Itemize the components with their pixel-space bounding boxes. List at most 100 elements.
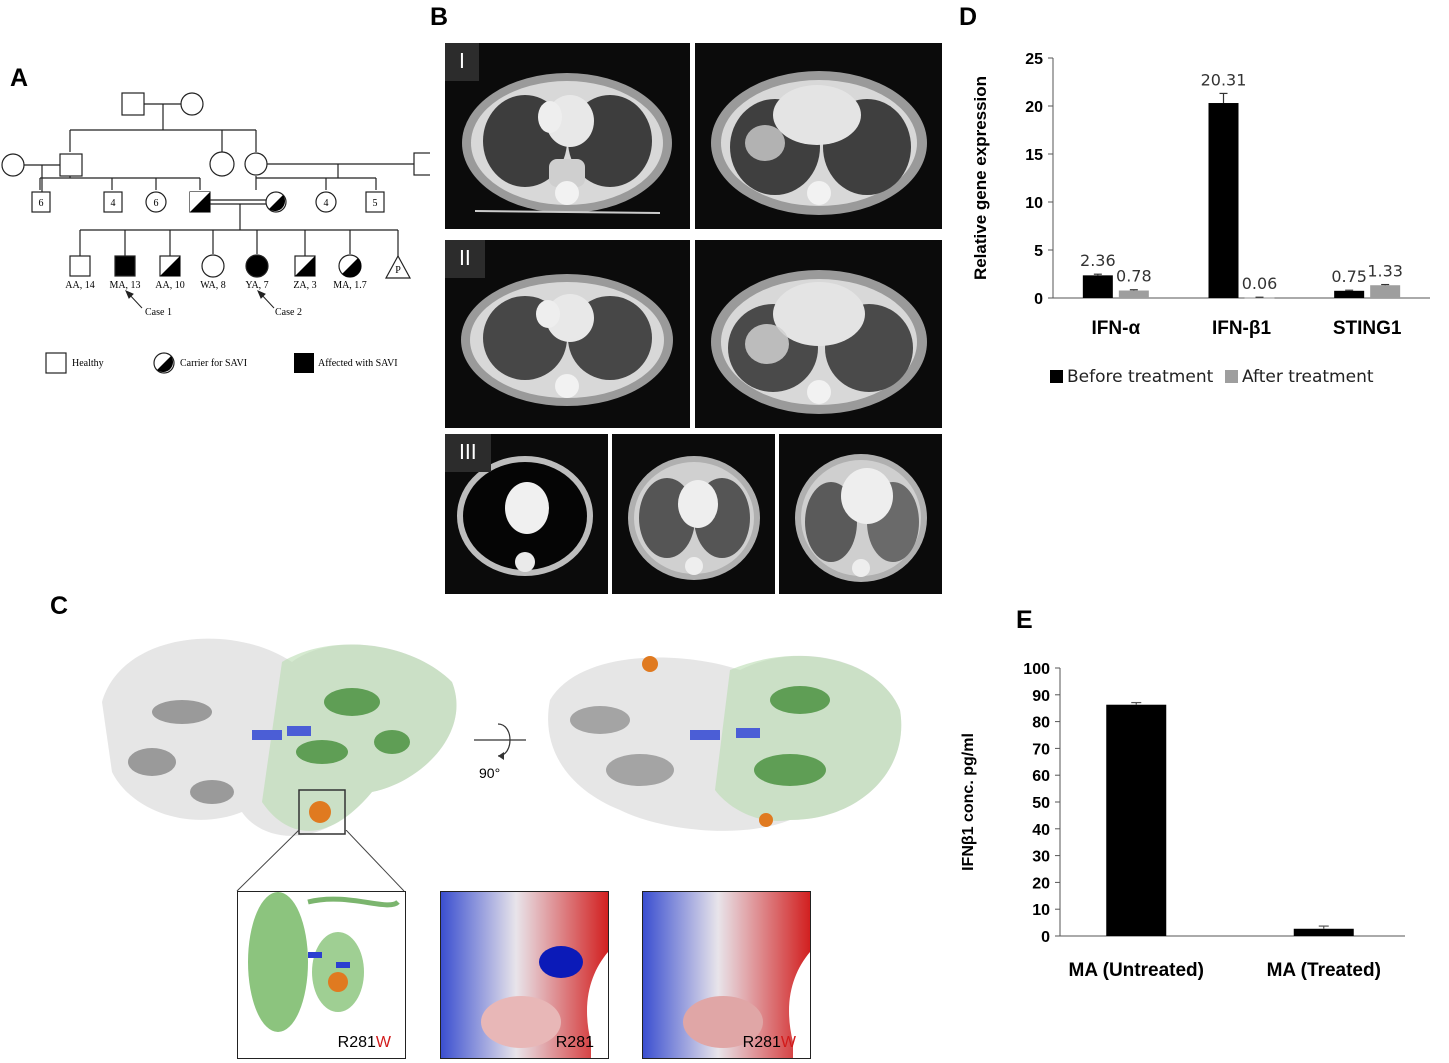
- y-tick-label: 20: [1025, 99, 1043, 116]
- ct-row-label-iii: III: [445, 434, 491, 472]
- pedigree-grandmother: [180, 92, 204, 116]
- legend-label: After treatment: [1242, 367, 1374, 387]
- protein-structure-side: [548, 655, 902, 831]
- legend-carrier-label: Carrier for SAVI: [180, 358, 247, 369]
- zoom-electrostatic-wildtype: R281: [440, 891, 609, 1059]
- pedigree-grandfather: [121, 92, 145, 116]
- pedigree-child-2: [114, 255, 136, 277]
- bar-before-2: [1334, 290, 1365, 298]
- pedigree-daughter: [209, 151, 235, 177]
- y-axis-label: IFNβ1 conc. pg/ml: [960, 733, 977, 871]
- ct-scan-iii-1: III: [445, 434, 608, 594]
- pedigree-child-label: MA, 13: [109, 280, 140, 291]
- panel-label-b: B: [430, 3, 449, 31]
- pedigree-child-label: ZA, 3: [293, 280, 316, 291]
- y-tick-label: 80: [1032, 715, 1050, 732]
- ct-row-label-ii: II: [445, 240, 485, 278]
- panel-label-a: A: [10, 64, 29, 92]
- pedigree-count-5: 5: [373, 198, 378, 209]
- bar-before-1: [1208, 103, 1239, 298]
- y-tick-label: 0: [1041, 929, 1050, 946]
- y-tick-label: 10: [1025, 195, 1043, 212]
- pedigree-count-1: 6: [39, 198, 44, 209]
- pedigree-chart: 6 4 6 4 5 P AA, 14 MA, 13 AA, 10 WA, 8 Y…: [1, 92, 430, 374]
- pedigree-son-left: [59, 153, 83, 177]
- bar-before-0: [1082, 275, 1113, 298]
- data-label: 20.31: [1201, 70, 1247, 89]
- bar-0: [1106, 704, 1167, 936]
- pedigree-pregnancy-label: P: [395, 265, 401, 276]
- pedigree-daughter-right: [244, 152, 268, 176]
- ct-scan-ii-right: [695, 240, 942, 428]
- legend-healthy-label: Healthy: [72, 358, 104, 369]
- pedigree-child-label: YA, 7: [245, 280, 268, 291]
- panel-label-e: E: [1016, 606, 1033, 634]
- legend-swatch: [1225, 370, 1238, 383]
- legend-affected-symbol: [294, 353, 314, 373]
- y-tick-label: 70: [1032, 741, 1050, 758]
- pedigree-child-label: WA, 8: [200, 280, 226, 291]
- legend-swatch: [1050, 370, 1063, 383]
- ct-scan-i-right: [695, 43, 942, 229]
- pedigree-child-1: [69, 255, 91, 277]
- y-tick-label: 15: [1025, 147, 1043, 164]
- data-label: 1.33: [1367, 262, 1403, 281]
- pedigree-count-2: 4: [111, 198, 116, 209]
- rotation-label: 90°: [479, 765, 501, 781]
- y-tick-label: 100: [1023, 661, 1050, 678]
- chart-ifnb1-concentration: 0 10 20 30 40 50 60 70 80 90 100 IFNβ1 conc. pg/ml M…: [960, 661, 1405, 981]
- panel-label-d: D: [959, 3, 978, 31]
- case-1-label: Case 1: [145, 307, 172, 318]
- y-tick-label: 40: [1032, 822, 1050, 839]
- y-tick-label: 20: [1032, 875, 1050, 892]
- zoom-mutation-cartoon: R281W: [237, 891, 406, 1059]
- ct-scan-iii-2: [612, 434, 775, 594]
- zoom-label-2: R281: [555, 1034, 594, 1051]
- x-category-label: IFN-α: [1092, 318, 1141, 339]
- protein-structure-front: [102, 638, 457, 836]
- pedigree-count-3: 6: [154, 198, 159, 209]
- y-tick-label: 60: [1032, 768, 1050, 785]
- legend-label: Before treatment: [1067, 367, 1214, 387]
- ct-row-label-i: I: [445, 43, 479, 81]
- y-tick-label: 10: [1032, 902, 1050, 919]
- data-label: 2.36: [1080, 251, 1116, 270]
- y-axis-label: Relative gene expression: [971, 76, 990, 280]
- pedigree-pregnancy: [384, 254, 412, 279]
- y-tick-label: 90: [1032, 688, 1050, 705]
- y-tick-label: 5: [1034, 243, 1043, 260]
- bar-after-1: [1244, 297, 1275, 299]
- ct-scan-ii-left: II: [445, 240, 690, 428]
- x-category-label: MA (Untreated): [1069, 960, 1204, 981]
- zoom-label-3: R281W: [742, 1034, 796, 1051]
- y-tick-label: 30: [1032, 849, 1050, 866]
- bar-after-0: [1118, 290, 1149, 298]
- bar-after-2: [1370, 285, 1401, 298]
- y-tick-label: 0: [1034, 291, 1043, 308]
- pedigree-child-label: AA, 14: [65, 280, 94, 291]
- bar-1: [1293, 928, 1354, 936]
- legend-affected-label: Affected with SAVI: [318, 358, 398, 369]
- y-tick-label: 50: [1032, 795, 1050, 812]
- x-category-label: IFN-β1: [1212, 318, 1272, 339]
- ct-scan-i-left: I: [445, 43, 690, 229]
- zoom-label-1: R281W: [337, 1034, 391, 1051]
- panel-label-c: C: [50, 592, 69, 620]
- y-tick-label: 25: [1025, 51, 1043, 68]
- data-label: 0.78: [1116, 267, 1152, 286]
- legend-healthy-symbol: [45, 352, 67, 374]
- case-2-label: Case 2: [275, 307, 302, 318]
- rotation-arrow-icon: [474, 723, 526, 760]
- zoom-electrostatic-mutant: R281W: [642, 891, 811, 1059]
- pedigree-wife-left: [1, 153, 25, 177]
- pedigree-count-4: 4: [324, 198, 329, 209]
- pedigree-child-label: AA, 10: [155, 280, 184, 291]
- data-label: 0.06: [1242, 274, 1278, 293]
- pedigree-child-label: MA, 1.7: [333, 280, 367, 291]
- pedigree-husband-right: [413, 152, 430, 176]
- x-category-label: STING1: [1333, 318, 1402, 339]
- zoom-connector: [236, 830, 405, 892]
- pedigree-child-5: [245, 254, 269, 278]
- pedigree-child-4: [201, 254, 225, 278]
